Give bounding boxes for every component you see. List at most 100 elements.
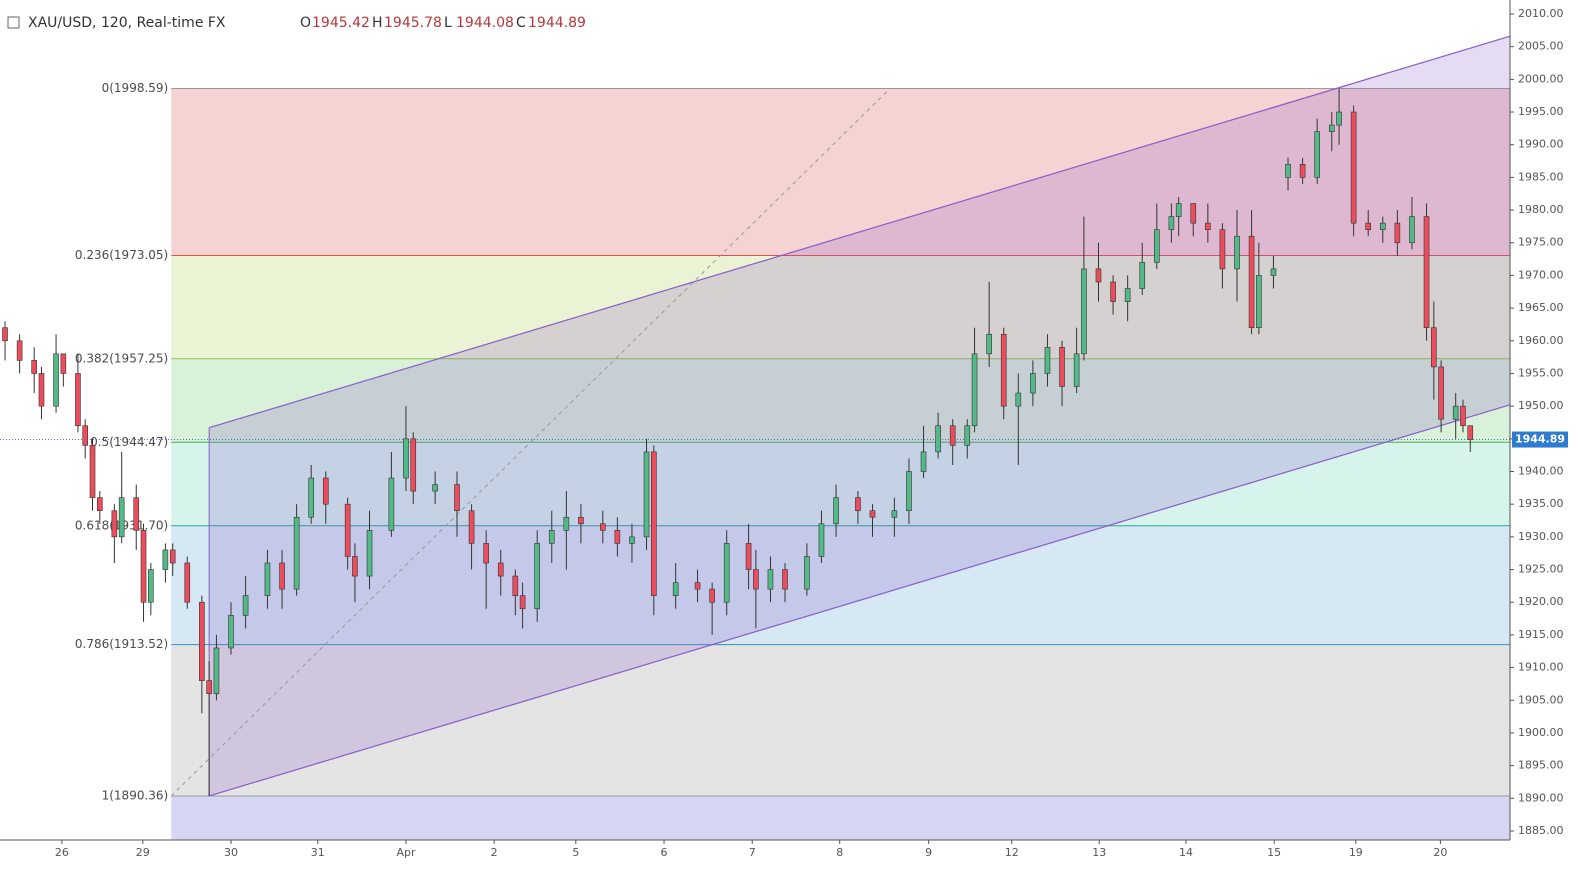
y-tick-label: 1955.00 xyxy=(1518,366,1564,379)
candle-body xyxy=(1015,392,1022,407)
candle-body xyxy=(1438,366,1444,420)
candle-body xyxy=(483,543,489,564)
fib-zone xyxy=(171,442,1511,526)
candle-body xyxy=(767,569,774,590)
y-tick-label: 1950.00 xyxy=(1518,399,1564,412)
trend-line xyxy=(170,88,891,797)
fib-zone xyxy=(171,795,1511,840)
candle-body xyxy=(818,523,825,557)
y-tick-label: 2010.00 xyxy=(1518,7,1564,20)
candle-body xyxy=(869,510,876,518)
y-tick-label: 1940.00 xyxy=(1518,465,1564,478)
candle-body xyxy=(1299,164,1306,178)
candle-body xyxy=(855,497,861,512)
candle-body xyxy=(148,569,154,603)
chart-title: XAU/USD, 120, Real-time FX xyxy=(28,15,226,31)
candle-body xyxy=(432,484,438,492)
candle-body xyxy=(986,333,992,355)
candle-body xyxy=(1270,268,1277,276)
candle-body xyxy=(118,497,125,538)
y-tick-label: 1905.00 xyxy=(1518,693,1564,706)
candle-body xyxy=(906,471,912,512)
candle-body xyxy=(1409,216,1415,244)
candle-body xyxy=(643,451,650,538)
candle-body xyxy=(782,569,788,590)
candle-body xyxy=(1460,405,1466,427)
candle-body xyxy=(971,353,978,427)
x-tick-label: 13 xyxy=(1092,846,1106,859)
candle-body xyxy=(614,530,621,544)
candle-body xyxy=(1336,111,1342,126)
candle-body xyxy=(308,477,314,518)
y-tick-label: 1960.00 xyxy=(1518,334,1564,347)
candle-body xyxy=(512,575,519,596)
candle-body xyxy=(1154,229,1160,263)
candle-body xyxy=(1081,268,1087,355)
candle-body xyxy=(534,543,540,610)
candle-body xyxy=(1175,203,1182,217)
ohlc-value: 1945.42 xyxy=(312,15,370,31)
last-price-label: 1944.89 xyxy=(1515,433,1565,446)
y-tick-label: 1895.00 xyxy=(1518,759,1564,772)
candle-body xyxy=(1431,327,1437,368)
candle-body xyxy=(169,549,176,564)
candle-body xyxy=(1285,164,1291,178)
candle-body xyxy=(709,588,715,603)
candle-body xyxy=(548,530,555,544)
x-tick-label: 9 xyxy=(925,846,932,859)
y-tick-label: 1970.00 xyxy=(1518,268,1564,281)
x-tick-label: 19 xyxy=(1349,846,1363,859)
candle-body xyxy=(629,536,635,544)
last-price-box xyxy=(1512,431,1568,448)
candle-body xyxy=(1423,216,1430,329)
y-tick-label: 1980.00 xyxy=(1518,203,1564,216)
x-tick-label: 29 xyxy=(136,846,150,859)
y-tick-label: 1935.00 xyxy=(1518,497,1564,510)
fib-zone xyxy=(171,644,1511,796)
candle-body xyxy=(89,445,96,498)
candle-body xyxy=(672,582,679,596)
candle-body xyxy=(111,510,118,538)
candle-body xyxy=(1124,288,1131,302)
candle-body xyxy=(920,451,927,472)
candle-body xyxy=(935,425,941,453)
candle-body xyxy=(563,516,570,531)
candle-body xyxy=(184,562,191,603)
fib-zone xyxy=(171,358,1511,443)
candle-body xyxy=(833,497,839,525)
candle-body xyxy=(2,327,8,342)
x-tick-label: 20 xyxy=(1433,846,1447,859)
candle-body xyxy=(578,516,584,525)
x-tick-label: 31 xyxy=(311,846,325,859)
candle-body xyxy=(366,530,373,577)
candle-body xyxy=(53,353,59,407)
candle-body xyxy=(264,562,271,596)
candle-body xyxy=(964,425,971,446)
candle-body xyxy=(293,516,300,590)
y-tick-label: 1965.00 xyxy=(1518,301,1564,314)
fib-label: 0(1998.59) xyxy=(102,81,169,95)
ohlc-value: 1944.08 xyxy=(456,15,514,31)
candle-body xyxy=(1328,124,1335,132)
candle-body xyxy=(82,425,89,446)
y-tick-label: 1885.00 xyxy=(1518,824,1564,837)
y-tick-label: 2000.00 xyxy=(1518,72,1564,85)
ohlc-key: L xyxy=(444,15,452,31)
x-tick-label: Apr xyxy=(396,846,416,859)
candle-body xyxy=(1365,222,1372,230)
candle-body xyxy=(454,484,460,512)
candle-body xyxy=(352,556,358,577)
candle-body xyxy=(1314,131,1320,178)
x-tick-label: 2 xyxy=(491,846,498,859)
candle-body xyxy=(1139,262,1146,289)
candle-body xyxy=(1379,222,1386,230)
candle-body xyxy=(949,425,956,446)
y-tick-label: 1990.00 xyxy=(1518,138,1564,151)
candle-body xyxy=(1190,203,1197,224)
candle-body xyxy=(60,353,67,374)
candle-body xyxy=(38,373,45,407)
candle-body xyxy=(468,510,475,544)
candle-body xyxy=(1234,235,1240,270)
y-tick-label: 1975.00 xyxy=(1518,236,1564,249)
